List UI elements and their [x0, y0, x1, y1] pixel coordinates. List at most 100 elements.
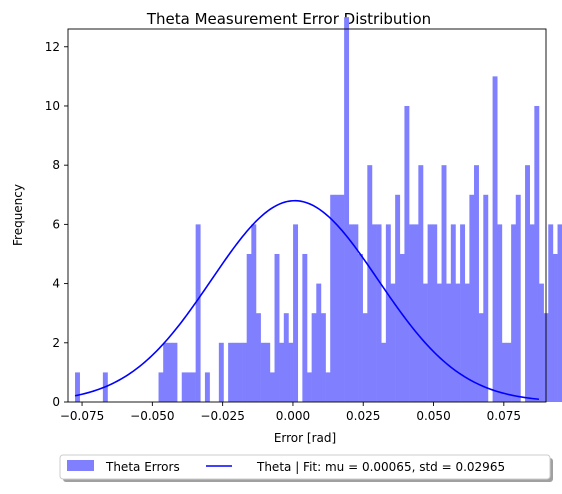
histogram-bar: [269, 372, 275, 402]
histogram-bar: [483, 194, 489, 402]
histogram-bar: [367, 165, 373, 402]
histogram-bar: [279, 342, 285, 402]
histogram-bar: [511, 224, 517, 402]
histogram-bar: [418, 165, 424, 402]
histogram-bar: [348, 224, 354, 402]
histogram-bar: [455, 283, 461, 402]
histogram-bar: [325, 372, 331, 402]
x-tick-label: 0.050: [416, 409, 450, 423]
histogram-bar: [362, 313, 368, 402]
histogram-bar: [464, 283, 470, 402]
x-tick-label: 0.075: [487, 409, 521, 423]
histogram-bar: [75, 372, 80, 402]
histogram-bar: [302, 253, 308, 402]
histogram-bar: [538, 283, 544, 402]
histogram-bar: [427, 224, 433, 402]
x-tick-label: −0.075: [60, 409, 104, 423]
histogram-bar: [163, 342, 169, 402]
histogram-bar: [228, 342, 234, 402]
fit-curve: [74, 199, 540, 401]
histogram-bar: [172, 342, 178, 402]
histogram-bar: [399, 253, 405, 402]
histogram-bar: [474, 165, 479, 402]
histogram-bar: [186, 372, 192, 402]
legend-label-histogram: Theta Errors: [105, 460, 180, 474]
histogram-bar: [195, 224, 201, 402]
histogram-bar: [413, 224, 419, 402]
histogram-bar: [339, 194, 345, 402]
y-tick-label: 12: [45, 40, 60, 54]
histogram-bar: [242, 342, 247, 402]
histogram-bar: [501, 342, 507, 402]
histogram-bar: [409, 224, 415, 402]
histogram-bar: [548, 224, 554, 402]
histogram-bar: [204, 372, 210, 402]
histogram-bar: [274, 253, 280, 402]
histogram-bar: [191, 372, 196, 402]
histogram-bar: [311, 313, 317, 402]
fit-line: [74, 199, 540, 401]
histogram-bar: [557, 224, 562, 402]
legend-label-fit: Theta | Fit: mu = 0.00065, std = 0.02965: [256, 460, 505, 474]
histogram-bar: [450, 224, 456, 402]
histogram-bar: [492, 76, 498, 403]
histogram-bar: [167, 342, 173, 402]
histogram-bar: [330, 194, 336, 402]
histogram-bar: [288, 342, 294, 402]
histogram-bar: [320, 313, 326, 402]
histogram-bar: [246, 253, 252, 402]
histogram-bar: [432, 224, 438, 402]
histogram-bar: [404, 105, 410, 402]
histogram-bar: [436, 283, 442, 402]
histogram-bar: [552, 253, 558, 402]
legend-frame: [59, 454, 551, 480]
histogram-bar: [307, 372, 312, 402]
histogram-bar: [460, 224, 466, 402]
x-tick-label: −0.050: [130, 409, 174, 423]
histogram-bar: [390, 283, 396, 402]
histogram-bar: [283, 313, 289, 402]
histogram-bar: [353, 224, 359, 402]
histogram-bar: [358, 253, 363, 402]
histogram-bar: [376, 224, 382, 402]
y-tick-label: 6: [52, 217, 60, 231]
histogram-bar: [316, 283, 322, 402]
histogram-bar: [446, 283, 452, 402]
histogram-bar: [381, 342, 387, 402]
histogram-bar: [293, 224, 299, 402]
x-tick-label: −0.025: [200, 409, 244, 423]
histogram-bar: [181, 372, 187, 402]
x-axis-ticks: −0.075 −0.050 −0.025 0.000 0.025 0.050 0.075: [60, 402, 521, 423]
y-axis-label: Frequency: [11, 184, 25, 246]
histogram-bar: [525, 165, 530, 402]
x-tick-label: 0.025: [346, 409, 380, 423]
histogram-bar: [478, 313, 484, 402]
legend: Theta Errors Theta | Fit: mu = 0.00065, …: [59, 454, 553, 482]
histogram-bar: [441, 165, 447, 402]
histogram-bar: [218, 342, 224, 402]
histogram-bar: [515, 194, 521, 402]
histogram-bar: [251, 224, 257, 402]
histogram-bar: [534, 105, 540, 402]
histogram-bar: [529, 224, 535, 402]
y-tick-label: 4: [52, 277, 60, 291]
histogram-bar: [385, 224, 391, 402]
histogram-bar: [497, 224, 503, 402]
legend-swatch-histogram: [67, 460, 94, 471]
histogram-bar: [158, 372, 164, 402]
histogram-bar: [334, 194, 340, 402]
y-tick-label: 0: [52, 395, 60, 409]
histogram-bar: [232, 342, 238, 402]
histogram-bar: [260, 342, 266, 402]
histogram-bar: [469, 194, 475, 402]
y-tick-label: 8: [52, 158, 60, 172]
y-tick-label: 10: [45, 99, 60, 113]
x-axis-label: Error [rad]: [274, 431, 336, 445]
histogram-bar: [395, 194, 401, 402]
histogram-bar: [371, 224, 377, 402]
histogram-bars: [75, 17, 562, 403]
histogram-bar: [237, 342, 243, 402]
histogram-bar: [506, 342, 512, 402]
